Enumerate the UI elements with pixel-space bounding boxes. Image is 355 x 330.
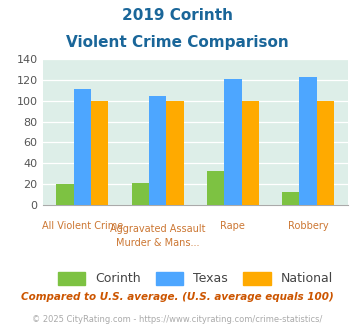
Text: Murder & Mans...: Murder & Mans... (116, 238, 200, 248)
Text: Violent Crime Comparison: Violent Crime Comparison (66, 35, 289, 50)
Text: 2019 Corinth: 2019 Corinth (122, 8, 233, 23)
Bar (149, 96, 166, 205)
Legend: Corinth, Texas, National: Corinth, Texas, National (58, 272, 333, 285)
Bar (282, 192, 299, 205)
Bar (317, 101, 334, 205)
Text: Robbery: Robbery (288, 221, 328, 231)
Text: All Violent Crime: All Violent Crime (42, 221, 123, 231)
Bar (132, 183, 149, 205)
Bar (207, 171, 224, 205)
Bar (299, 77, 317, 205)
Text: © 2025 CityRating.com - https://www.cityrating.com/crime-statistics/: © 2025 CityRating.com - https://www.city… (32, 315, 323, 324)
Bar (91, 101, 108, 205)
Bar (224, 79, 241, 205)
Bar (56, 184, 74, 205)
Bar (241, 101, 259, 205)
Bar (166, 101, 184, 205)
Text: Rape: Rape (220, 221, 245, 231)
Text: Compared to U.S. average. (U.S. average equals 100): Compared to U.S. average. (U.S. average … (21, 292, 334, 302)
Bar (74, 89, 91, 205)
Text: Aggravated Assault: Aggravated Assault (110, 224, 206, 234)
